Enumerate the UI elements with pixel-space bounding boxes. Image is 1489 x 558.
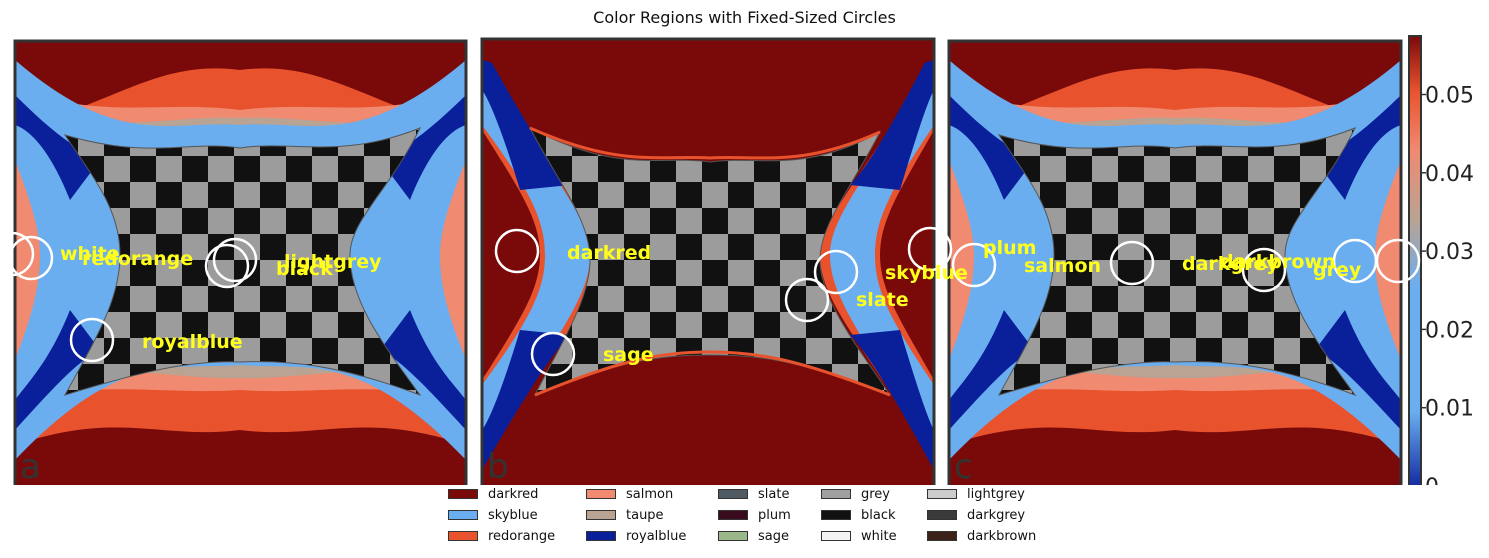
circle [204, 243, 250, 289]
legend-label: grey [861, 486, 891, 502]
legend-label: royalblue [626, 528, 687, 544]
legend-label: darkbrown [967, 528, 1037, 544]
legend-label: salmon [626, 486, 674, 502]
region-label: darkgrey [1182, 253, 1279, 275]
legend-swatch [927, 489, 957, 499]
legend-label: black [861, 507, 896, 523]
circle [212, 237, 258, 283]
legend-item-grey: grey [821, 485, 890, 503]
colorbar-tick-label: 0.02 [1425, 318, 1474, 343]
legend-label: redorange [488, 528, 556, 544]
colorbar-ticks: 0 0.01 0.02 0.03 0.04 0.05 [1421, 84, 1474, 485]
circle [494, 228, 540, 274]
circle [0, 231, 35, 277]
region-label: black [276, 258, 333, 280]
legend-swatch [718, 510, 748, 520]
panel-c-letter: c [954, 447, 973, 485]
legend-item-taupe: taupe [586, 506, 664, 524]
region-label: salmon [1024, 255, 1101, 277]
colorbar [1408, 35, 1422, 485]
region-label: royalblue [142, 331, 243, 353]
legend-swatch [927, 531, 957, 541]
legend-swatch [586, 489, 616, 499]
colorbar-tick-label: 0.05 [1425, 84, 1474, 109]
region-labels: white redorange black lightgrey royalblu… [60, 237, 1362, 366]
legend-swatch [821, 531, 851, 541]
legend-swatch [448, 489, 478, 499]
legend-swatch [821, 510, 851, 520]
region-label: redorange [82, 248, 193, 270]
legend-label: plum [758, 507, 791, 523]
legend-label: slate [758, 486, 790, 502]
colorbar-tick-label: 0.03 [1425, 240, 1474, 265]
circle [530, 331, 576, 377]
region-label: sage [603, 344, 654, 366]
colorbar-tick-label: 0 [1425, 475, 1439, 485]
region-label: white [60, 243, 120, 265]
figure-canvas: a b c [0, 35, 1474, 485]
region-label: grey [1313, 259, 1362, 281]
panel-a: a [15, 41, 466, 485]
circle [784, 277, 830, 323]
region-label: darkred [567, 242, 651, 264]
legend-item-plum: plum [718, 506, 791, 524]
circle [1375, 238, 1421, 284]
circle [8, 235, 54, 281]
figure-title: Color Regions with Fixed-Sized Circles [593, 8, 896, 27]
panel-c: c [949, 41, 1401, 485]
legend-item-slate: slate [718, 485, 789, 503]
legend-item-sage: sage [718, 527, 789, 545]
legend-label: taupe [626, 507, 664, 523]
legend-swatch [448, 510, 478, 520]
panel-a-letter: a [20, 447, 41, 485]
legend-item-darkred: darkred [448, 485, 538, 503]
colorbar-tick-label: 0.01 [1425, 397, 1474, 422]
legend: darkred skyblue redorange salmon taupe royalb… [448, 485, 1068, 555]
legend-label: white [861, 528, 897, 544]
legend-swatch [718, 531, 748, 541]
legend-item-black: black [821, 506, 896, 524]
legend-label: lightgrey [967, 486, 1025, 502]
legend-item-white: white [821, 527, 897, 545]
circle [907, 226, 953, 272]
legend-item-redorange: redorange [448, 527, 555, 545]
legend-swatch [586, 531, 616, 541]
legend-label: sage [758, 528, 789, 544]
region-label: plum [983, 237, 1036, 259]
circle [69, 317, 115, 363]
colorbar-tick-label: 0.04 [1425, 162, 1474, 187]
legend-item-skyblue: skyblue [448, 506, 538, 524]
legend-item-darkbrown: darkbrown [927, 527, 1036, 545]
circle [1241, 247, 1287, 293]
region-label: slate [856, 289, 909, 311]
region-label: darkbrown [1220, 251, 1336, 273]
legend-label: darkred [488, 486, 539, 502]
panel-b: b [482, 39, 934, 485]
legend-item-lightgrey: lightgrey [927, 485, 1025, 503]
legend-item-darkgrey: darkgrey [927, 506, 1025, 524]
legend-swatch [448, 531, 478, 541]
circle [951, 242, 997, 288]
legend-item-royalblue: royalblue [586, 527, 686, 545]
panel-b-letter: b [487, 447, 509, 485]
legend-swatch [718, 489, 748, 499]
circles [0, 226, 1421, 377]
legend-swatch [927, 510, 957, 520]
region-label: lightgrey [284, 251, 382, 273]
region-label: skyblue [885, 262, 968, 284]
legend-item-salmon: salmon [586, 485, 673, 503]
circle [1109, 240, 1155, 286]
legend-swatch [586, 510, 616, 520]
legend-swatch [821, 489, 851, 499]
legend-label: darkgrey [967, 507, 1026, 523]
legend-label: skyblue [488, 507, 538, 523]
circle [813, 249, 859, 295]
